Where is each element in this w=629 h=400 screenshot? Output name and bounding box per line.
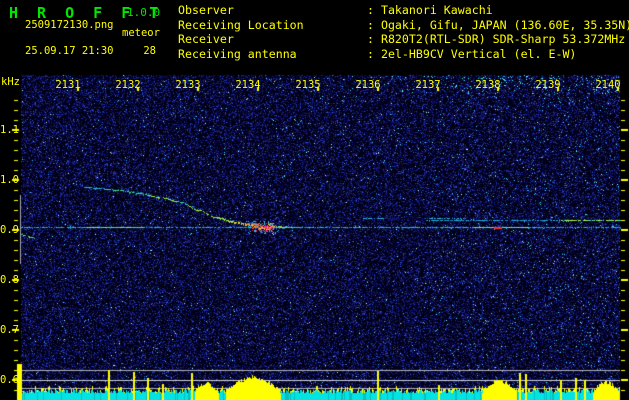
info-value: Takanori Kawachi [380, 3, 493, 17]
freq-tick-label: 1.0 [0, 174, 19, 186]
time-tick-label: 2136 [355, 79, 381, 91]
info-value: 2el-HB9CV Vertical (el. E-W) [380, 46, 577, 61]
info-label: Receiving Location [178, 17, 304, 32]
freq-tick-label: 0.9 [0, 224, 19, 236]
time-tick-label: 2138 [475, 79, 501, 91]
mode-label: meteor [122, 27, 160, 39]
info-separator: : [367, 46, 374, 61]
freq-axis-unit: kHz [1, 76, 20, 88]
freq-tick-label: 0.8 [0, 274, 19, 286]
info-label: Receiver [178, 32, 234, 46]
app-title: H R O F F T [9, 4, 164, 22]
info-separator: : [367, 3, 374, 17]
time-tick-label: 2139 [535, 79, 561, 91]
time-tick-label: 2135 [295, 79, 321, 91]
info-label: Observer [178, 3, 234, 17]
freq-tick-label: 0.7 [0, 324, 19, 336]
info-row-location: Receiving Location: Ogaki, Gifu, JAPAN (… [178, 18, 629, 33]
info-label: Receiving antenna [178, 46, 297, 61]
receiver-info: Observer: Takanori Kawachi Receiving Loc… [178, 3, 629, 61]
freq-tick-label: 0.6 [0, 374, 19, 386]
info-row-antenna: Receiving antenna: 2el-HB9CV Vertical (e… [178, 47, 629, 62]
time-tick-label: 2137 [415, 79, 441, 91]
info-value: Ogaki, Gifu, JAPAN (136.60E, 35.35N) [380, 17, 629, 32]
info-row-observer: Observer: Takanori Kawachi [178, 3, 629, 18]
echo-count: 28 [143, 45, 156, 57]
time-tick-label: 2133 [175, 79, 201, 91]
time-tick-label: 2131 [55, 79, 81, 91]
time-tick-label: 2140 [595, 79, 621, 91]
time-tick-label: 2134 [235, 79, 261, 91]
time-tick-label: 2132 [115, 79, 141, 91]
freq-tick-label: 1.1 [0, 124, 19, 136]
info-separator: : [367, 32, 374, 46]
info-separator: : [367, 17, 374, 32]
output-filename: 2509172130.png [25, 19, 114, 31]
app-version: 1.0.0 [127, 6, 161, 19]
datetime-label: 25.09.17 21:30 [25, 45, 114, 57]
info-value: R820T2(RTL-SDR) SDR-Sharp 53.372MHz [380, 32, 626, 46]
info-row-receiver: Receiver: R820T2(RTL-SDR) SDR-Sharp 53.3… [178, 32, 629, 47]
